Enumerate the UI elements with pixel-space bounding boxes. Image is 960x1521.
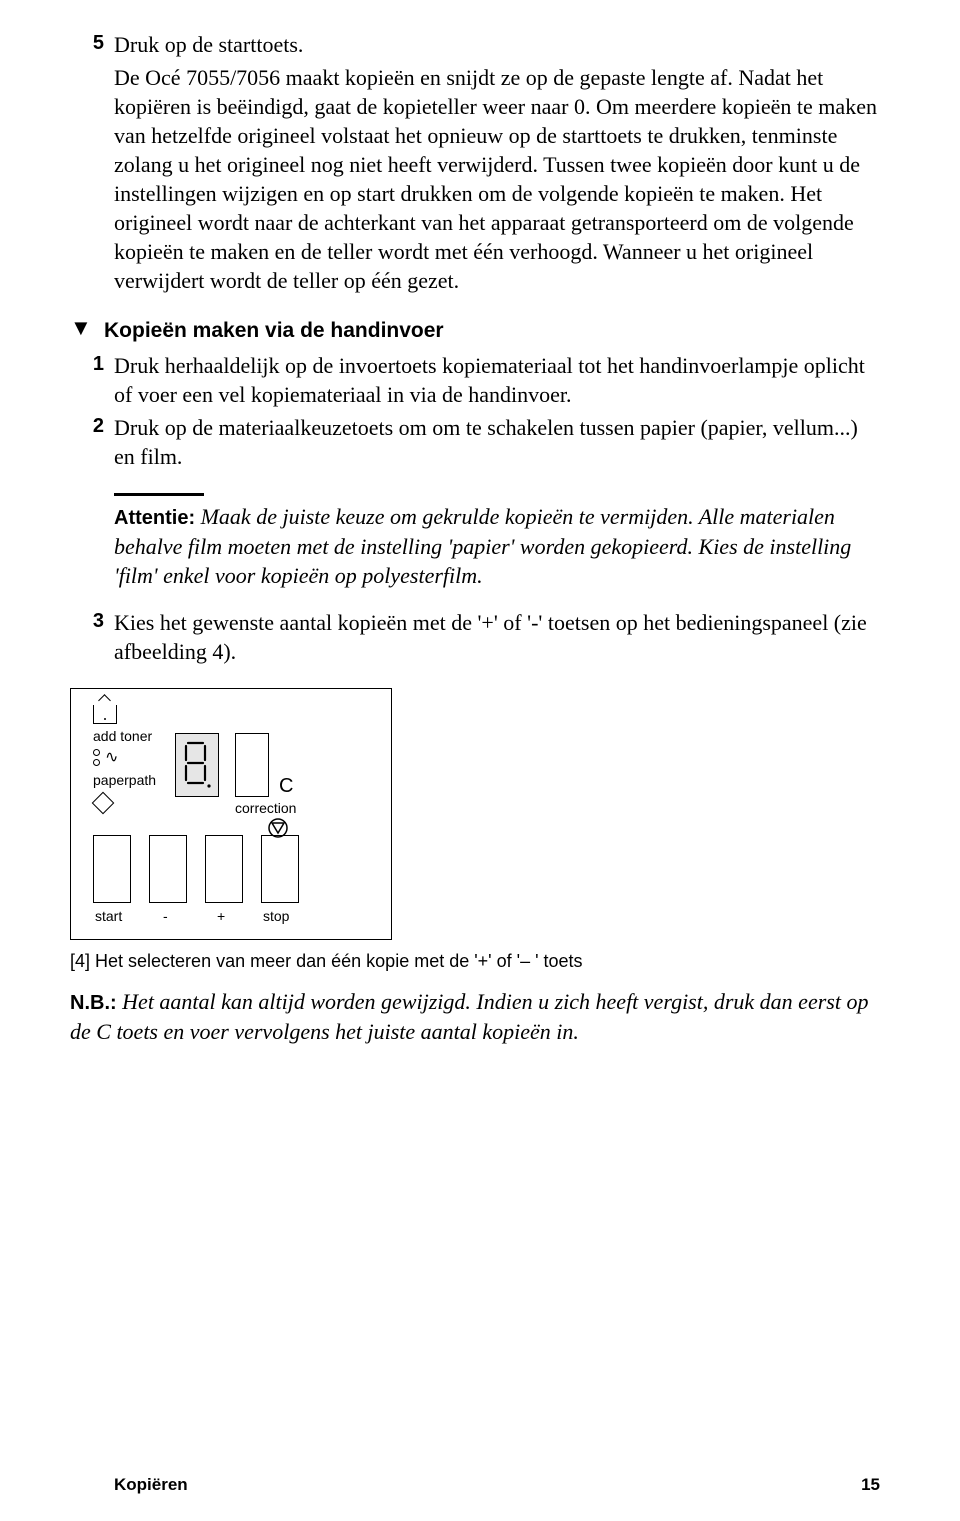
figure-caption: [4] Het selecteren van meer dan één kopi… [70,950,880,974]
attention-text: Maak de juiste keuze om gekrulde kopieën… [114,504,851,587]
page: 5 Druk op de starttoets. De Océ 7055/705… [0,0,960,1521]
step-5-para-text: De Océ 7055/7056 maakt kopieën en snijdt… [114,63,880,295]
stop-label: stop [263,907,289,925]
step-5-number: 5 [70,30,114,59]
plus-button [205,835,243,903]
handinvoer-steps-1-2: 1 Druk herhaaldelijk op de invoertoets k… [70,351,880,471]
stop-button [261,835,299,903]
attention-rule [114,493,204,496]
attention-paragraph: Attentie: Maak de juiste keuze om gekrul… [114,502,880,589]
triangle-down-icon: ▼ [70,317,104,339]
nb-label: N.B.: [70,992,117,1014]
correction-display [235,733,269,797]
footer-section: Kopiëren [114,1474,188,1496]
paperpath-label: paperpath [93,771,156,789]
start-button [93,835,131,903]
hi-step-2: 2 Druk op de materiaalkeuzetoets om om t… [70,413,880,471]
step-5-para: De Océ 7055/7056 maakt kopieën en snijdt… [70,63,880,295]
correction-label: correction [235,799,296,817]
section-heading-row: ▼ Kopieën maken via de handinvoer [70,317,880,345]
spacer [70,63,114,295]
hi-step-2-number: 2 [70,413,114,471]
attention-label: Attentie: [114,507,195,529]
nb-paragraph: N.B.: Het aantal kan altijd worden gewij… [70,987,880,1045]
step-5-block: 5 Druk op de starttoets. De Océ 7055/705… [70,30,880,295]
page-footer: Kopiëren 15 [70,1474,880,1496]
handinvoer-step-3: 3 Kies het gewenste aantal kopieën met d… [70,608,880,666]
attention-block: Attentie: Maak de juiste keuze om gekrul… [114,493,880,589]
hi-step-2-text: Druk op de materiaalkeuzetoets om om te … [114,413,880,471]
nb-text: Het aantal kan altijd worden gewijzigd. … [70,989,868,1043]
add-toner-icon [93,705,117,724]
minus-label: - [163,907,168,925]
step-5-line1-text: Druk op de starttoets. [114,30,880,59]
step-5-line1: 5 Druk op de starttoets. [70,30,880,59]
hi-step-1: 1 Druk herhaaldelijk op de invoertoets k… [70,351,880,409]
correction-c-label: C [279,773,293,799]
start-label: start [95,907,122,925]
add-toner-label: add toner [93,727,152,745]
hi-step-1-number: 1 [70,351,114,409]
plus-label: + [217,907,225,925]
hi-step-3-text: Kies het gewenste aantal kopieën met de … [114,608,880,666]
minus-button [149,835,187,903]
footer-page-number: 15 [861,1474,880,1496]
section-heading: Kopieën maken via de handinvoer [104,317,880,345]
seven-segment-icon [183,740,211,790]
hi-step-1-text: Druk herhaaldelijk op de invoertoets kop… [114,351,880,409]
hi-step-3: 3 Kies het gewenste aantal kopieën met d… [70,608,880,666]
panel-figure: add toner ∿ paperpath [70,688,880,1046]
diamond-icon [92,791,115,814]
hi-step-3-number: 3 [70,608,114,666]
seven-segment-display [175,733,219,797]
control-panel-diagram: add toner ∿ paperpath [70,688,392,940]
